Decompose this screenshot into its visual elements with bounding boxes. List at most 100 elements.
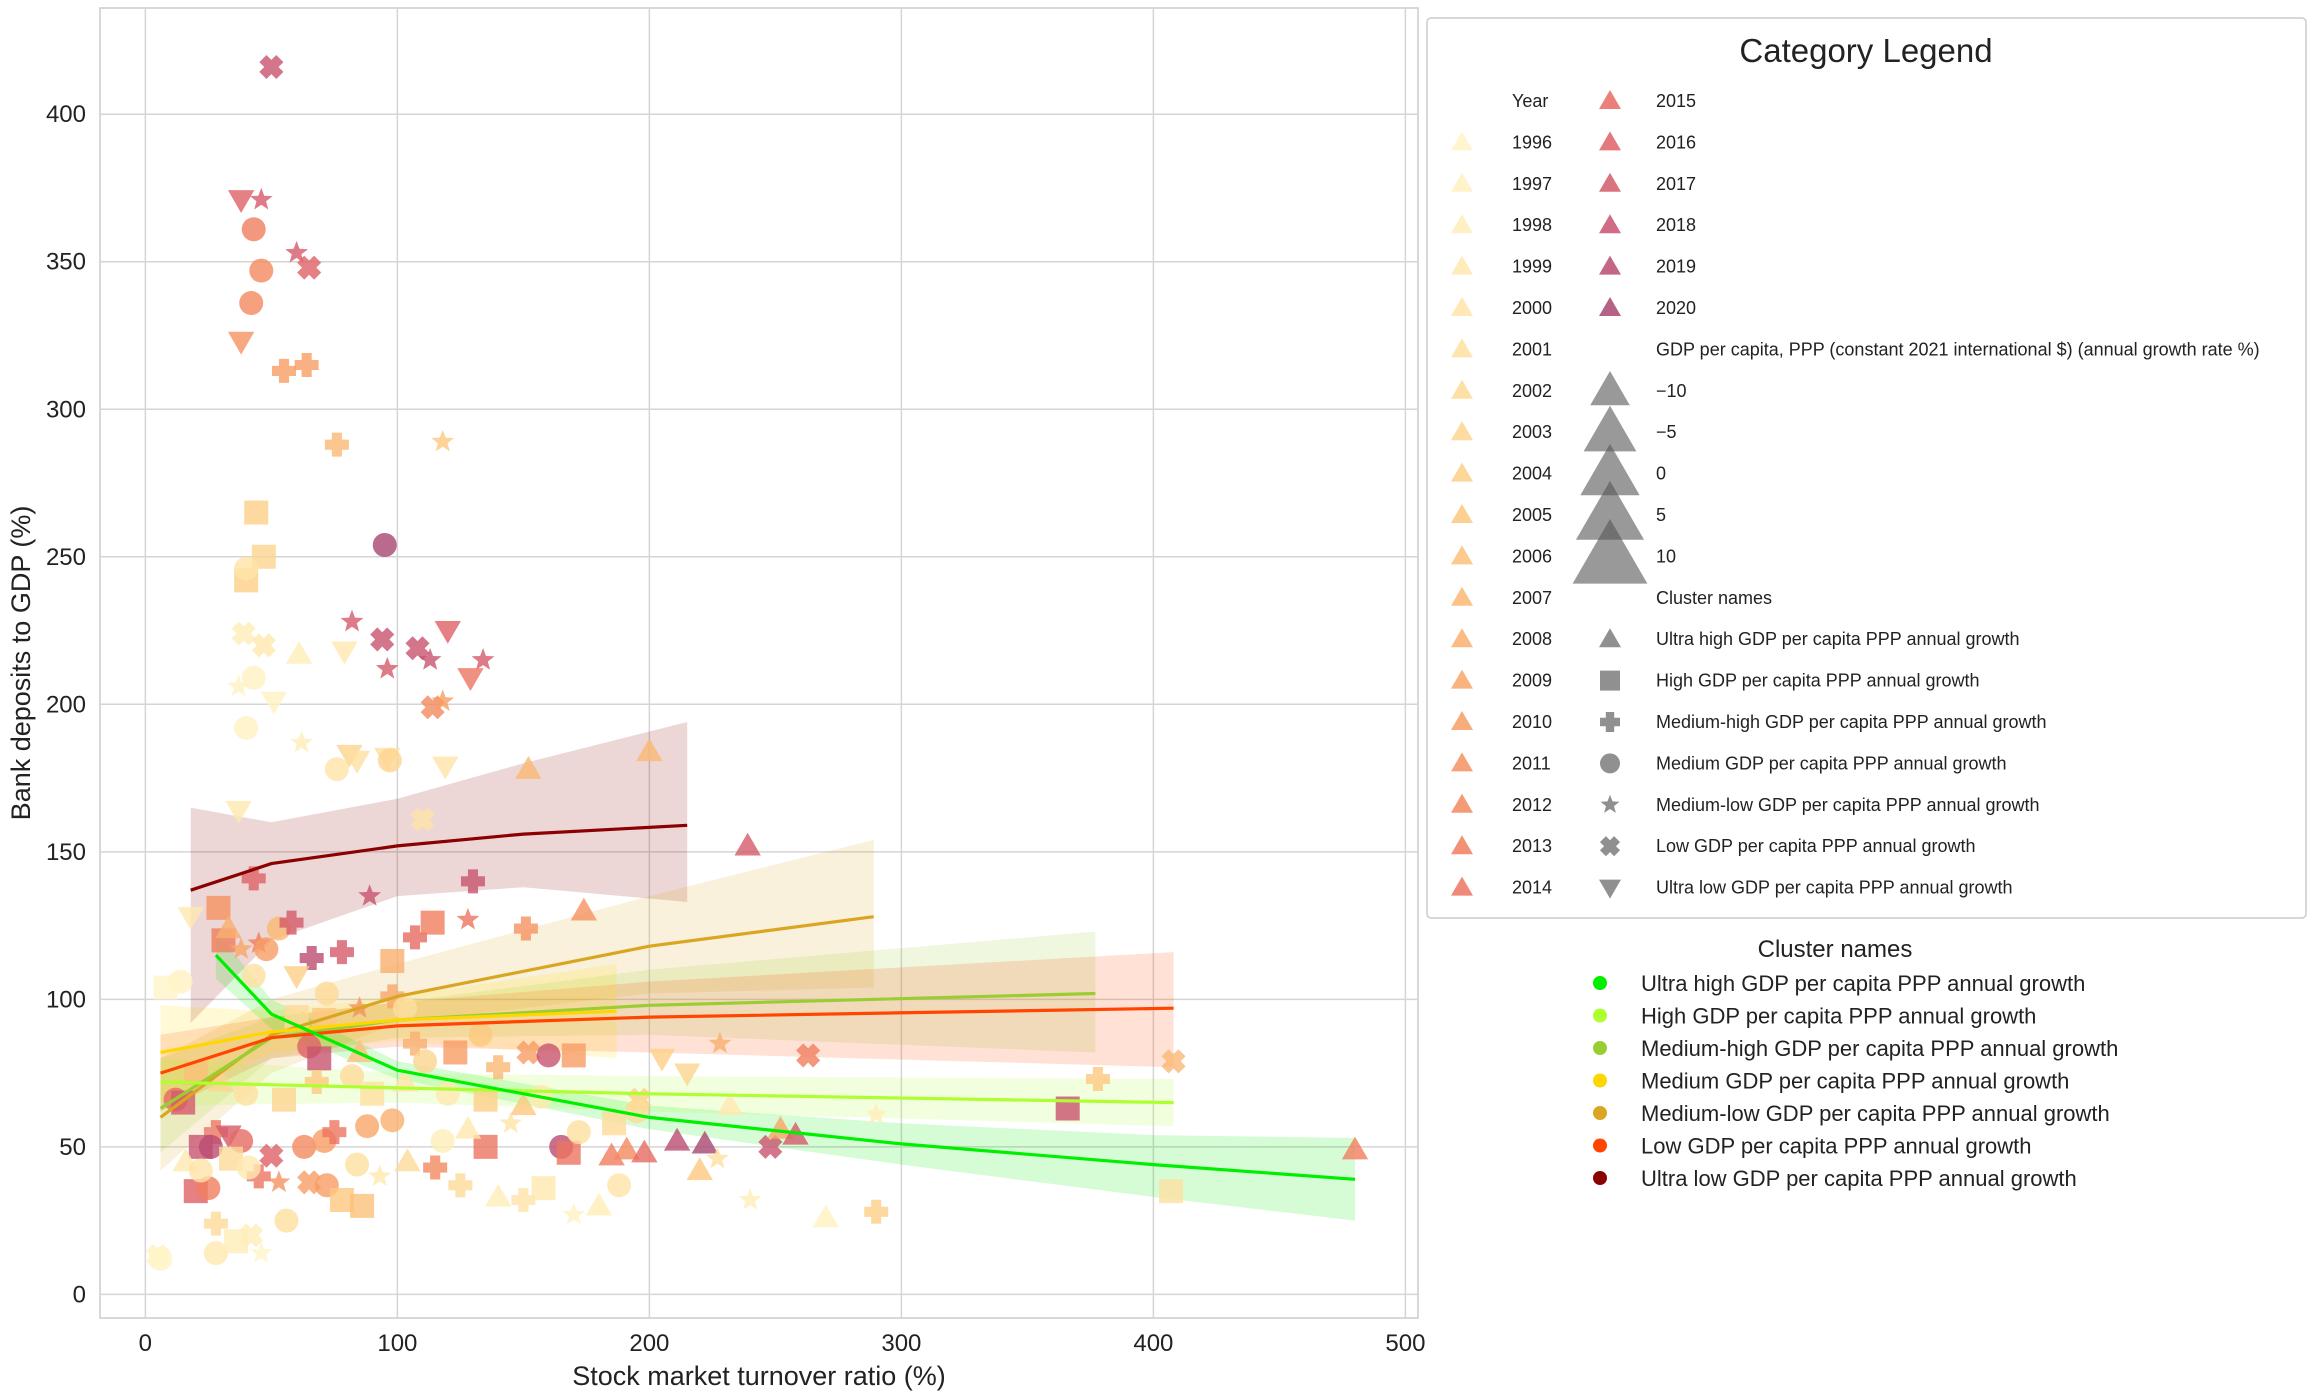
data-point xyxy=(513,916,538,941)
legend-year-marker xyxy=(1451,379,1473,399)
legend-year-label: 2017 xyxy=(1656,174,1696,194)
data-point xyxy=(324,757,349,782)
data-point xyxy=(299,946,324,971)
data-point xyxy=(249,187,273,210)
data-point xyxy=(511,1187,536,1212)
legend-cluster-label: High GDP per capita PPP annual growth xyxy=(1656,671,1980,691)
confidence-band xyxy=(215,931,1355,1221)
legend-size-marker xyxy=(1580,443,1640,496)
legend-size-label: −5 xyxy=(1656,422,1677,442)
legend-year-marker xyxy=(1451,338,1473,358)
confidence-band xyxy=(190,722,688,1023)
data-point xyxy=(227,190,255,213)
data-point xyxy=(796,1043,821,1068)
legend-year-label: 2007 xyxy=(1512,588,1552,608)
fit-legend-marker xyxy=(1593,1073,1607,1088)
data-point xyxy=(1159,1179,1184,1204)
data-point xyxy=(294,353,319,378)
data-point xyxy=(249,258,274,283)
y-tick-label: 200 xyxy=(46,691,86,718)
data-point xyxy=(370,627,395,652)
fit-curve xyxy=(190,823,688,892)
data-point xyxy=(297,255,322,280)
data-point xyxy=(531,1176,556,1201)
data-point xyxy=(355,1114,380,1139)
confidence-bands xyxy=(160,722,1355,1221)
data-point xyxy=(598,1142,625,1166)
legend-year-label: 2019 xyxy=(1656,257,1696,277)
x-axis-label: Stock market turnover ratio (%) xyxy=(572,1361,946,1391)
legend-year-label: 2010 xyxy=(1512,712,1552,732)
confidence-band xyxy=(160,963,617,1100)
data-point xyxy=(314,981,339,1006)
data-point xyxy=(516,1040,541,1065)
legend-year-marker xyxy=(1451,793,1473,813)
data-point xyxy=(413,1049,438,1074)
legend-cluster-marker xyxy=(1600,794,1620,813)
data-point xyxy=(206,895,231,920)
data-point xyxy=(368,1164,392,1187)
data-point xyxy=(234,556,259,581)
data-point xyxy=(198,1134,223,1159)
data-point xyxy=(602,1111,627,1136)
legend-size-marker xyxy=(1590,371,1630,406)
fit-legend-label: Medium-low GDP per capita PPP annual gro… xyxy=(1641,1101,2110,1126)
legend-year-marker xyxy=(1451,545,1473,565)
legend-year-title: Year xyxy=(1512,91,1548,111)
legend-size-marker xyxy=(1575,480,1645,540)
x-tick-label: 200 xyxy=(629,1330,669,1357)
legend-cluster-marker xyxy=(1600,670,1620,691)
data-point xyxy=(241,866,266,891)
legend-year-label: 2014 xyxy=(1512,878,1552,898)
data-point xyxy=(285,240,308,263)
data-point xyxy=(279,910,304,935)
plot-area xyxy=(99,7,1419,1319)
category-legend-title: Category Legend xyxy=(1739,32,1992,69)
category-legend-frame xyxy=(1426,17,2307,919)
data-point xyxy=(631,1139,658,1163)
legend-size-label: −10 xyxy=(1656,381,1687,401)
data-point xyxy=(423,1155,448,1180)
legend-year-marker xyxy=(1599,90,1621,109)
legend-cluster-marker xyxy=(1599,879,1621,899)
data-point xyxy=(234,715,259,740)
legend-year-label: 2020 xyxy=(1656,298,1696,318)
confidence-band xyxy=(160,840,874,1171)
data-point xyxy=(403,925,428,950)
legend-cluster-marker xyxy=(1599,628,1621,648)
data-point xyxy=(624,1099,649,1124)
category-legend-entries: Year 1996 1997 1998 1999 2000 2001 2002 2003 2004… xyxy=(1451,90,2260,899)
data-point xyxy=(239,291,264,316)
data-point xyxy=(758,1134,783,1159)
data-point xyxy=(203,1211,228,1236)
legend-year-marker xyxy=(1451,586,1473,606)
y-tick-label: 150 xyxy=(46,839,86,866)
y-tick-label: 0 xyxy=(73,1281,86,1308)
fit-legend-label: Ultra low GDP per capita PPP annual grow… xyxy=(1641,1166,2077,1191)
data-point xyxy=(471,648,495,670)
data-point xyxy=(203,1241,228,1266)
legend-year-marker xyxy=(1451,172,1473,192)
legend-year-marker xyxy=(1451,752,1473,772)
legend-year-label: 1999 xyxy=(1512,257,1552,277)
fit-legend-label: Low GDP per capita PPP annual growth xyxy=(1641,1134,2032,1159)
data-point xyxy=(274,1208,299,1233)
data-point xyxy=(556,1140,581,1165)
data-point xyxy=(372,532,397,557)
legend-year-marker xyxy=(1451,835,1473,855)
data-point xyxy=(434,620,461,644)
fit-legend-marker xyxy=(1593,1041,1607,1055)
legend-year-label: 2000 xyxy=(1512,298,1552,318)
confidence-band xyxy=(160,952,1174,1112)
data-point xyxy=(394,1148,421,1172)
legend-year-label: 2001 xyxy=(1512,339,1552,359)
data-point xyxy=(431,689,455,712)
data-point xyxy=(304,1069,329,1094)
data-point xyxy=(340,609,364,632)
legend-year-marker xyxy=(1451,214,1473,234)
data-point xyxy=(239,1223,264,1248)
legend-year-marker xyxy=(1451,462,1473,482)
legend-size-label: 5 xyxy=(1656,505,1666,525)
data-point xyxy=(267,1170,291,1192)
confidence-band xyxy=(160,931,1096,1153)
